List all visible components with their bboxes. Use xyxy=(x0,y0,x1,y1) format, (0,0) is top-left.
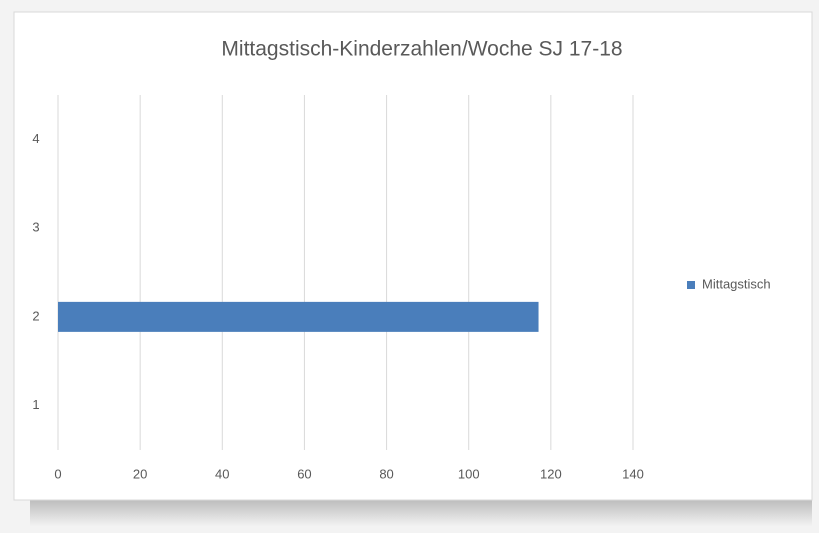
legend-swatch xyxy=(687,281,695,289)
x-tick-label: 120 xyxy=(540,466,562,481)
x-tick-label: 40 xyxy=(215,466,229,481)
y-tick-label: 4 xyxy=(32,131,39,146)
x-tick-label: 60 xyxy=(297,466,311,481)
x-tick-label: 100 xyxy=(458,466,480,481)
x-tick-label: 80 xyxy=(379,466,393,481)
x-tick-label: 140 xyxy=(622,466,644,481)
y-tick-label: 2 xyxy=(32,308,39,323)
y-tick-label: 1 xyxy=(32,397,39,412)
x-tick-label: 0 xyxy=(54,466,61,481)
legend-label: Mittagstisch xyxy=(702,276,771,291)
bar xyxy=(58,301,539,332)
shadow xyxy=(30,500,812,526)
y-tick-label: 3 xyxy=(32,220,39,235)
chart-area xyxy=(13,11,813,501)
chart-title: Mittagstisch-Kinderzahlen/Woche SJ 17-18 xyxy=(221,38,622,61)
x-tick-label: 20 xyxy=(133,466,147,481)
